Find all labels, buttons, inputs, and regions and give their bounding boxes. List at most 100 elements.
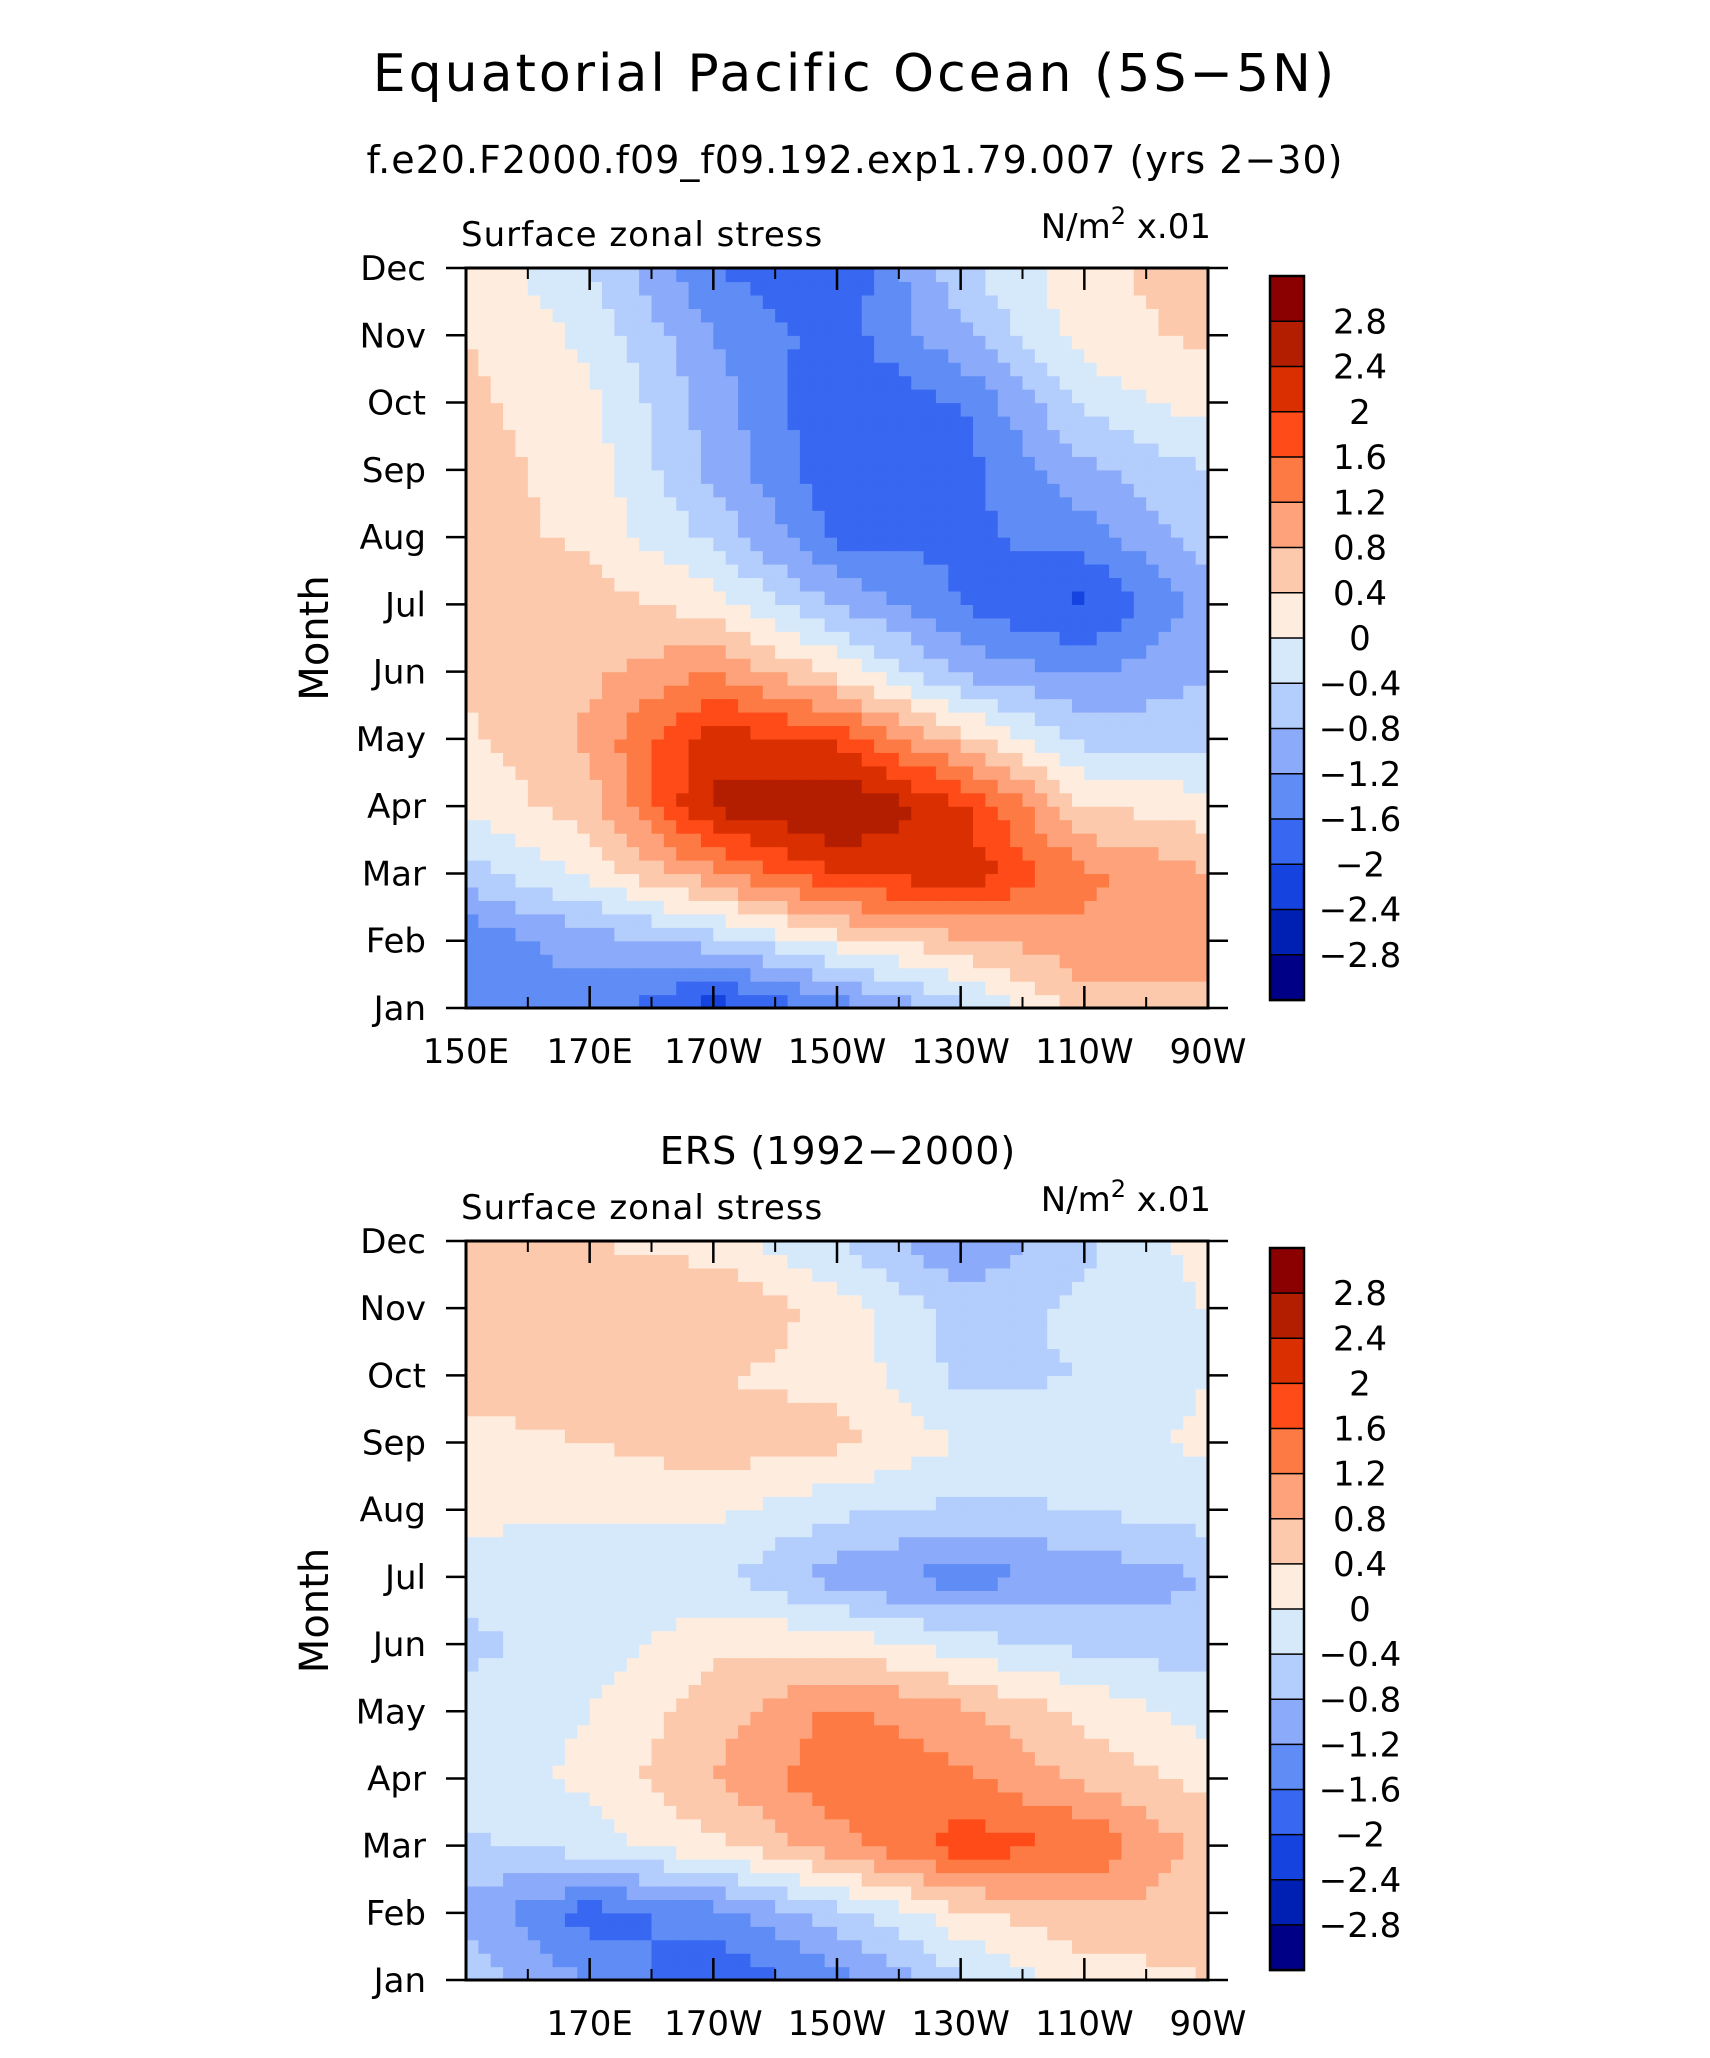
heatmap-cell	[639, 738, 653, 753]
heatmap-cell	[564, 1751, 578, 1766]
heatmap-cell	[490, 833, 504, 848]
heatmap-cell	[490, 375, 504, 390]
heatmap-cell	[725, 1415, 739, 1430]
heatmap-cell	[1059, 362, 1073, 377]
heatmap-cell	[626, 1912, 640, 1927]
heatmap-cell	[973, 348, 986, 363]
heatmap-cell	[775, 308, 789, 323]
heatmap-cell	[490, 1711, 504, 1726]
heatmap-cell	[935, 806, 949, 821]
heatmap-cell	[1146, 604, 1160, 619]
heatmap-cell	[849, 537, 863, 552]
heatmap-cell	[466, 308, 479, 323]
heatmap-cell	[527, 1442, 541, 1457]
heatmap-cell	[639, 631, 653, 646]
heatmap-cell	[688, 604, 702, 619]
heatmap-cell	[466, 335, 479, 350]
heatmap-cell	[700, 671, 714, 686]
heatmap-cell	[1170, 510, 1184, 525]
heatmap-cell	[663, 1254, 677, 1269]
heatmap-cell	[713, 335, 727, 350]
heatmap-cell	[626, 294, 640, 309]
heatmap-cell	[812, 1738, 826, 1753]
heatmap-cell	[725, 1294, 739, 1309]
heatmap-cell	[799, 712, 813, 727]
heatmap-cell	[478, 1455, 492, 1471]
heatmap-cell	[799, 1765, 813, 1780]
heatmap-cell	[1022, 429, 1036, 444]
heatmap-cell	[688, 1899, 702, 1914]
heatmap-cell	[700, 1738, 714, 1753]
heatmap-cell	[552, 671, 566, 686]
heatmap-cell	[1109, 644, 1123, 659]
heatmap-cell	[935, 712, 949, 727]
heatmap-cell	[775, 281, 789, 296]
heatmap-cell	[898, 523, 912, 538]
heatmap-cell	[1096, 496, 1110, 511]
heatmap-cell	[1022, 792, 1036, 807]
heatmap-cell	[1195, 537, 1209, 552]
heatmap-cell	[614, 954, 628, 969]
heatmap-cell	[466, 994, 479, 1009]
heatmap-cell	[985, 617, 999, 632]
heatmap-cell	[466, 846, 479, 861]
heatmap-cell	[725, 698, 739, 713]
heatmap-cell	[1158, 712, 1172, 727]
heatmap-cell	[799, 1348, 813, 1363]
heatmap-cell	[663, 806, 677, 821]
heatmap-cell	[639, 1939, 653, 1954]
heatmap-cell	[552, 1254, 566, 1269]
heatmap-cell	[651, 1281, 665, 1296]
heatmap-cell	[602, 1496, 615, 1511]
heatmap-cell	[676, 1442, 690, 1457]
heatmap-cell	[911, 846, 925, 861]
heatmap-cell	[898, 590, 912, 605]
heatmap-cell	[750, 1254, 764, 1269]
heatmap-cell	[799, 1576, 813, 1591]
heatmap-cell	[775, 1872, 789, 1887]
heatmap-cell	[589, 1603, 603, 1618]
heatmap-cell	[762, 1254, 776, 1269]
heatmap-cell	[577, 1751, 591, 1766]
heatmap-cell	[849, 321, 863, 336]
heatmap-cell	[552, 886, 566, 901]
heatmap-cell	[812, 496, 826, 511]
heatmap-cell	[1121, 321, 1135, 336]
heatmap-cell	[589, 738, 603, 753]
heatmap-cell	[663, 1912, 677, 1927]
heatmap-cell	[948, 362, 962, 377]
heatmap-cell	[812, 375, 826, 390]
heatmap-cell	[515, 900, 529, 915]
heatmap-cell	[898, 389, 912, 404]
heatmap-cell	[824, 510, 838, 525]
heatmap-cell	[911, 819, 925, 834]
heatmap-cell	[824, 886, 838, 901]
heatmap-cell	[639, 429, 653, 444]
heatmap-cell	[812, 321, 826, 336]
heatmap-cell	[935, 631, 949, 646]
heatmap-cell	[700, 994, 714, 1009]
heatmap-cell	[589, 1872, 603, 1887]
heatmap-cell	[626, 631, 640, 646]
heatmap-cell	[639, 1966, 653, 1981]
heatmap-cell	[985, 886, 999, 901]
heatmap-cell	[663, 523, 677, 538]
heatmap-cell	[540, 1455, 554, 1471]
heatmap-cell	[713, 1818, 727, 1833]
heatmap-cell	[626, 1281, 640, 1296]
heatmap-cell	[527, 321, 541, 336]
heatmap-cell	[1109, 510, 1123, 525]
heatmap-cell	[1121, 429, 1135, 444]
heatmap-cell	[725, 550, 739, 565]
heatmap-cell	[639, 752, 653, 767]
heatmap-cell	[738, 671, 752, 686]
heatmap-cell	[540, 671, 554, 686]
heatmap-cell	[1084, 752, 1098, 767]
heatmap-cell	[515, 496, 529, 511]
heatmap-cell	[1022, 685, 1036, 700]
heatmap-cell	[1010, 402, 1024, 417]
heatmap-cell	[997, 510, 1011, 525]
heatmap-cell	[1158, 631, 1172, 646]
heatmap-cell	[589, 1939, 603, 1954]
